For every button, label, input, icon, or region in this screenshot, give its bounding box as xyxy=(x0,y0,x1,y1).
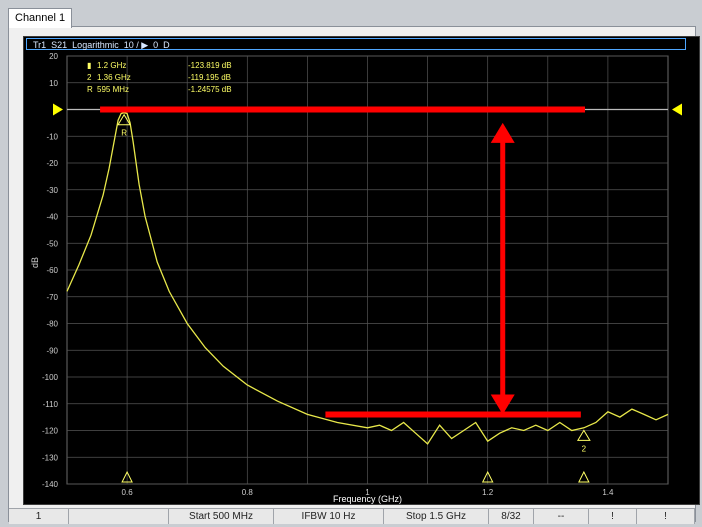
trace-markers: R2 xyxy=(117,113,591,453)
y-tick-label: -100 xyxy=(42,373,59,382)
status-cell[interactable]: 8/32 xyxy=(489,509,534,524)
red-arrow-head-up xyxy=(490,122,515,143)
marker-table-freq: 1.36 GHz xyxy=(97,73,131,82)
marker-table-freq: 1.2 GHz xyxy=(97,61,126,70)
y-tick-label: -120 xyxy=(42,427,59,436)
x-tick-label: 0.8 xyxy=(242,488,254,497)
trace-header[interactable]: Tr1 S21 Logarithmic 10 / ▶ 0 D xyxy=(26,38,686,50)
annotation-overlay xyxy=(100,106,585,418)
marker-table-value: -1.24575 dB xyxy=(188,85,232,94)
x-tick-labels: 0.6 0.8 1 1.2 1.4 xyxy=(122,488,614,497)
status-cell[interactable]: Start 500 MHz xyxy=(169,509,274,524)
grid-lines xyxy=(66,55,669,485)
x-tick-label: 0.6 xyxy=(122,488,134,497)
status-cell[interactable]: ! xyxy=(589,509,637,524)
y-tick-label: 20 xyxy=(49,52,58,61)
y-tick-label: 10 xyxy=(49,79,58,88)
marker-triangle xyxy=(576,429,591,441)
y-tick-label: -140 xyxy=(42,480,59,489)
x-tick-label: 1.2 xyxy=(482,488,494,497)
red-arrow-head-down xyxy=(490,394,515,415)
y-tick-labels: 20100-10-20-30-40-50-60-70-80-90-100-110… xyxy=(42,52,59,489)
status-cell[interactable]: ! xyxy=(637,509,695,524)
y-tick-label: -10 xyxy=(46,132,58,141)
y-tick-label: -50 xyxy=(46,239,58,248)
bottom-markers xyxy=(121,470,590,483)
y-tick-label: -80 xyxy=(46,320,58,329)
reference-arrow-right xyxy=(672,103,682,116)
y-tick-label: -40 xyxy=(46,213,58,222)
x-axis-label: Frequency (GHz) xyxy=(333,494,402,504)
reference-arrow-left xyxy=(53,103,63,116)
marker-table-freq: 595 MHz xyxy=(97,85,129,94)
marker-table-value: -119.195 dB xyxy=(188,73,231,82)
marker-label: 2 xyxy=(582,444,587,453)
marker-table-id: ▮ xyxy=(87,61,91,70)
y-tick-label: -30 xyxy=(46,186,58,195)
channel-tab[interactable]: Channel 1 xyxy=(8,8,73,28)
status-bar: 1 Start 500 MHz IFBW 10 Hz Stop 1.5 GHz 8/32… xyxy=(9,508,695,524)
y-tick-label: -130 xyxy=(42,453,59,462)
marker-table-id: R xyxy=(87,85,93,94)
x-tick-label: 1 xyxy=(365,488,370,497)
trace-line xyxy=(66,112,669,445)
bottom-marker xyxy=(121,470,133,483)
marker-label: R xyxy=(121,129,127,138)
status-cell[interactable]: -- xyxy=(534,509,589,524)
y-tick-label: -20 xyxy=(46,159,58,168)
status-cell[interactable] xyxy=(69,509,169,524)
status-cell[interactable]: IFBW 10 Hz xyxy=(274,509,384,524)
marker-table-id: 2 xyxy=(87,73,92,82)
y-tick-label: -90 xyxy=(46,346,58,355)
x-tick-label: 1.4 xyxy=(602,488,614,497)
bottom-marker xyxy=(481,470,494,483)
status-cell[interactable]: 1 xyxy=(9,509,69,524)
y-tick-label: -70 xyxy=(46,293,58,302)
y-axis-label: dB xyxy=(30,257,40,268)
y-tick-label: -60 xyxy=(46,266,58,275)
marker-table-value: -123.819 dB xyxy=(188,61,232,70)
marker-triangle xyxy=(117,113,131,126)
bottom-marker xyxy=(578,470,590,483)
y-tick-label: -110 xyxy=(43,400,59,409)
status-cell[interactable]: Stop 1.5 GHz xyxy=(384,509,489,524)
marker-table: ▮ 1.2 GHz -123.819 dB 2 1.36 GHz -119.195 dB R… xyxy=(87,61,232,94)
